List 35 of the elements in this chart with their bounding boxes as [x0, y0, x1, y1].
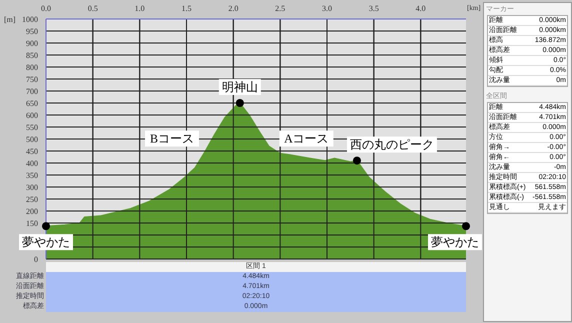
x-tick-label: 2.0	[228, 4, 238, 13]
x-tick-label: 3.0	[322, 4, 332, 13]
y-tick-label: 850	[26, 50, 38, 60]
y-tick-label: 800	[26, 62, 38, 72]
x-tick-label: 1.0	[134, 4, 145, 13]
y-axis-title: [m]	[4, 15, 16, 24]
annotation: 夢やかた	[22, 235, 70, 250]
y-tick-label: 950	[26, 26, 38, 36]
y-tick-label: 200	[26, 206, 38, 216]
annotation: 夢やかた	[431, 235, 479, 250]
x-tick-label: 4.0	[416, 4, 426, 13]
y-tick-label: 450	[26, 146, 38, 156]
y-tick-label: 700	[26, 86, 38, 96]
annotation: Aコース	[284, 132, 329, 146]
y-tick-label: 550	[26, 122, 38, 132]
y-tick-label: 650	[26, 98, 38, 108]
y-tick-label: 1000	[22, 14, 38, 24]
annotation: Bコース	[150, 132, 194, 146]
x-tick-label: 2.5	[275, 4, 286, 13]
x-tick-label: 0.0	[41, 4, 51, 13]
y-tick-label: 600	[26, 110, 38, 120]
y-tick-label: 0	[34, 254, 38, 264]
y-tick-label: 500	[26, 134, 38, 144]
x-tick-label: 3.5	[368, 4, 379, 13]
y-tick-label: 350	[26, 170, 38, 180]
y-tick-label: 750	[26, 74, 38, 84]
x-tick-label: 0.5	[88, 4, 98, 13]
y-tick-label: 900	[26, 38, 38, 48]
y-tick-label: 300	[26, 182, 38, 192]
y-tick-label: 250	[26, 194, 38, 204]
y-tick-label: 150	[26, 218, 38, 228]
annotation: 西の丸のピーク	[350, 138, 434, 152]
y-tick-label: 400	[26, 158, 38, 168]
annotation: 明神山	[222, 80, 258, 94]
x-tick-label: 1.5	[182, 4, 192, 13]
